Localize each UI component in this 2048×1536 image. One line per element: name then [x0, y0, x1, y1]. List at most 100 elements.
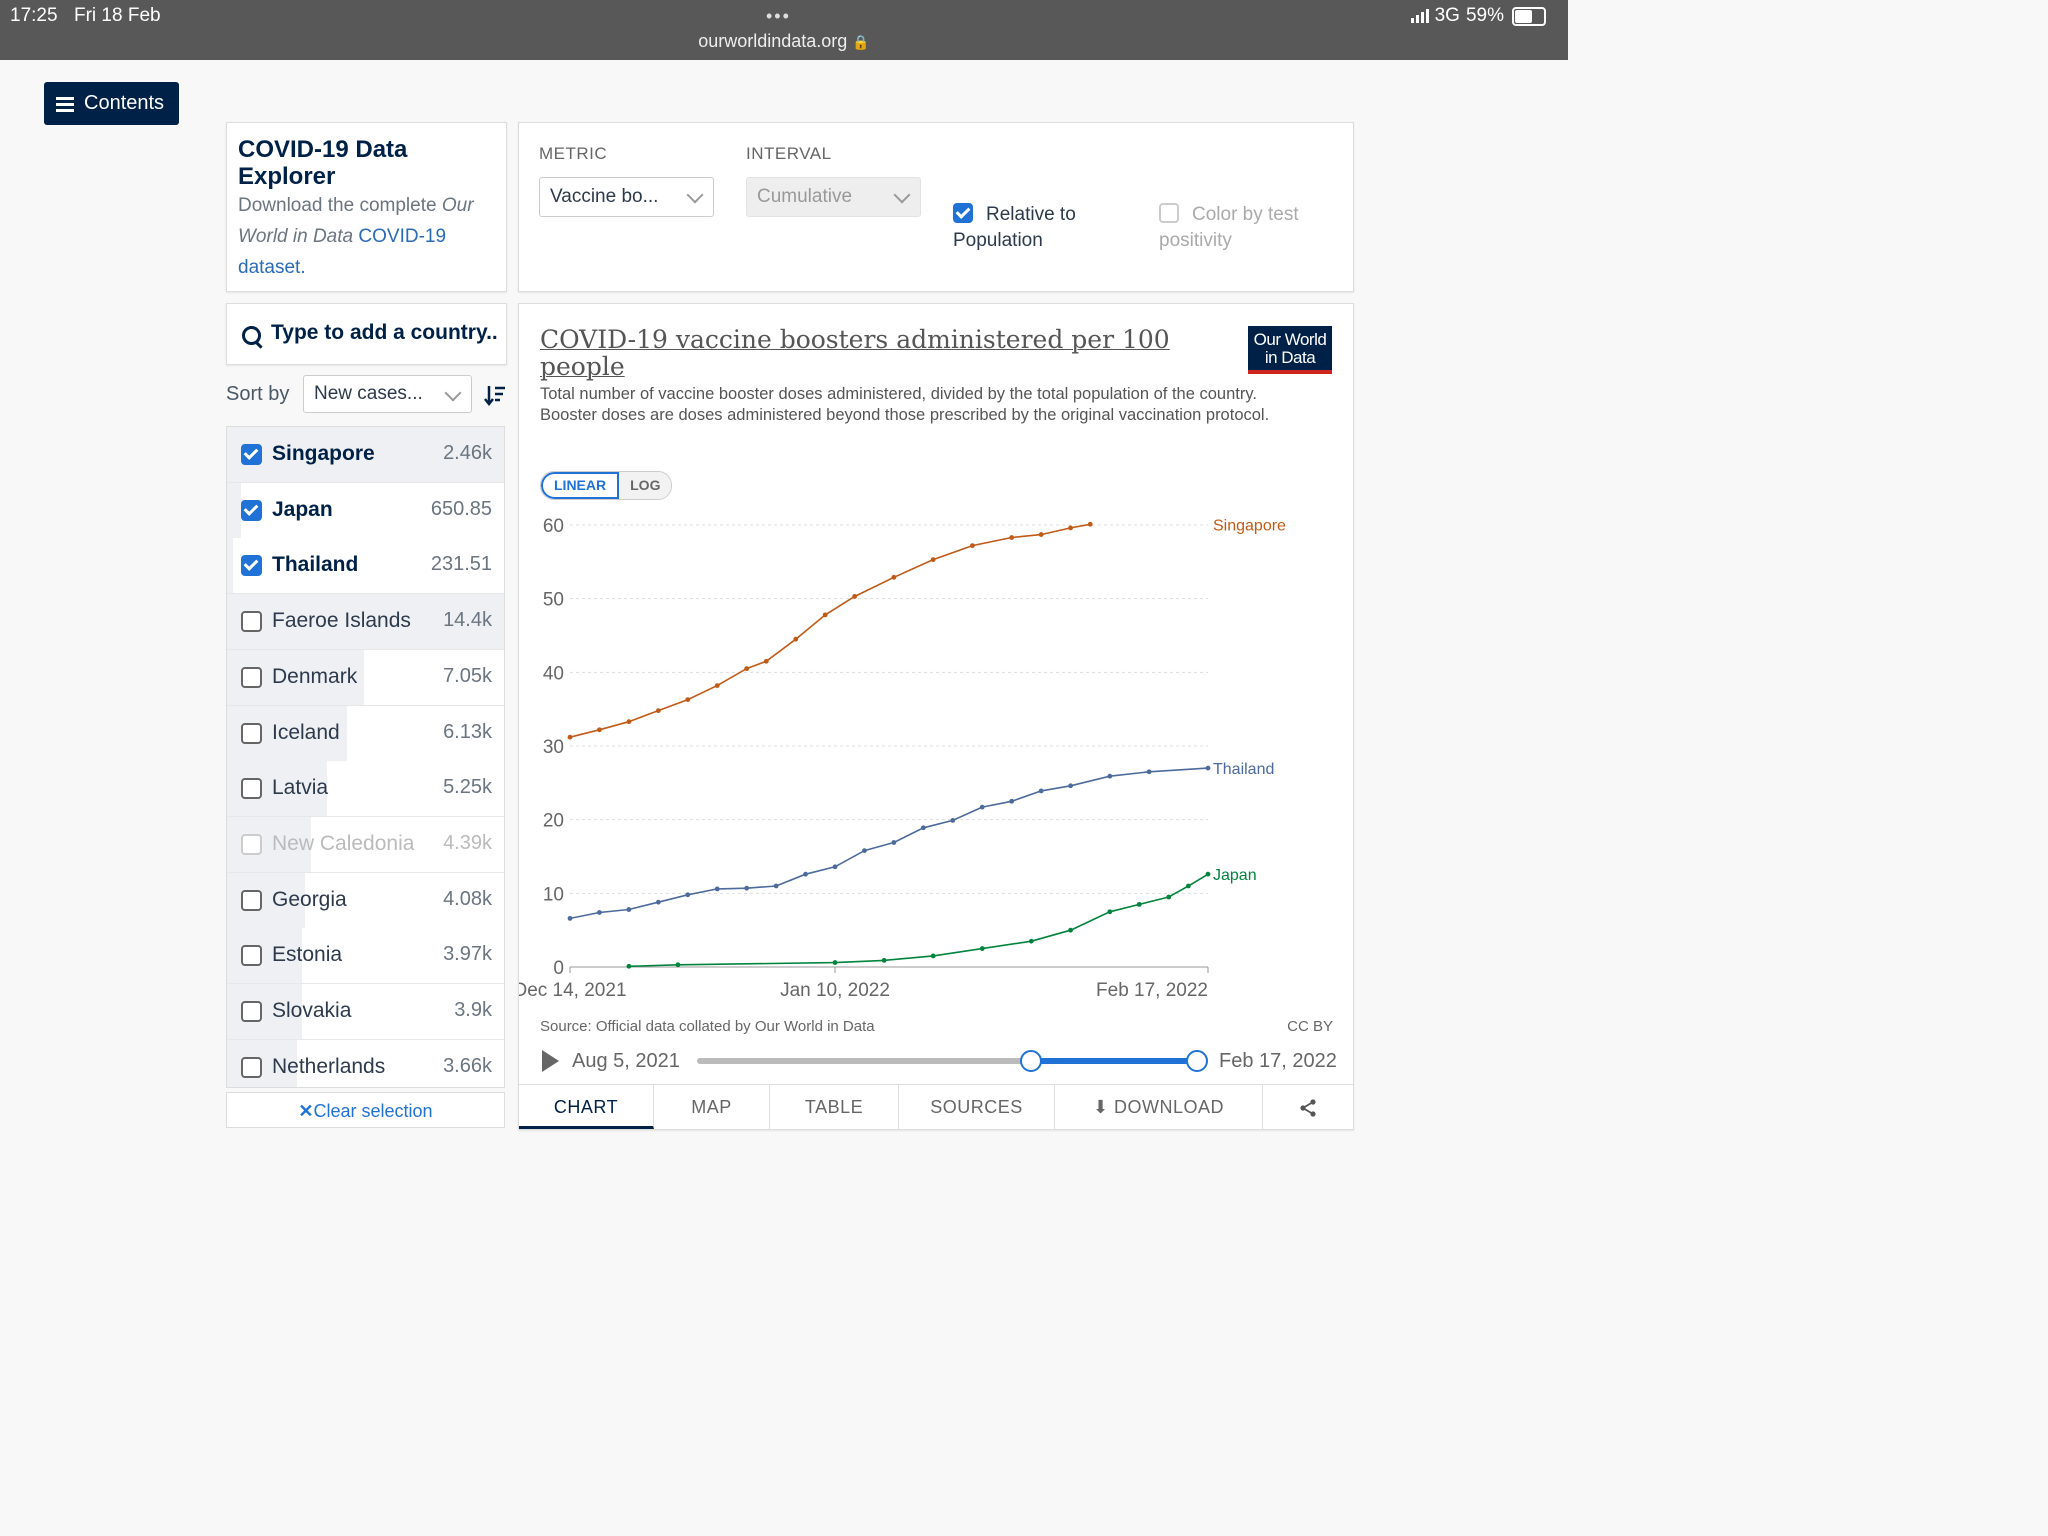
country-list[interactable]: Singapore 2.46k Japan 650.85 Thailand 231.51 F…: [226, 426, 505, 1088]
tab-sources[interactable]: SOURCES: [899, 1085, 1055, 1129]
country-row[interactable]: Latvia 5.25k: [227, 761, 504, 818]
relative-to-population-checkbox[interactable]: [953, 203, 973, 223]
chart-source[interactable]: Source: Official data collated by Our Wo…: [540, 1018, 875, 1035]
data-point: [822, 612, 828, 618]
country-name: Georgia: [272, 887, 347, 911]
close-icon: ✕: [298, 1101, 314, 1121]
country-checkbox[interactable]: [241, 666, 262, 688]
timeline-end-handle[interactable]: [1186, 1050, 1208, 1072]
y-tick-label: 10: [543, 884, 564, 905]
clear-selection-button[interactable]: ✕Clear selection: [226, 1092, 505, 1128]
country-value: 2.46k: [443, 442, 492, 464]
data-point: [920, 825, 926, 831]
y-tick-label: 40: [543, 663, 564, 684]
country-row[interactable]: Faeroe Islands 14.4k: [227, 594, 504, 651]
more-dots-icon[interactable]: •••: [766, 6, 791, 26]
country-row[interactable]: Estonia 3.97k: [227, 928, 504, 985]
interval-select[interactable]: Cumulative: [746, 177, 921, 217]
data-point: [655, 899, 661, 905]
country-checkbox[interactable]: [241, 833, 262, 855]
dataset-link[interactable]: COVID-19 dataset.: [238, 226, 447, 278]
data-point: [1205, 871, 1211, 877]
download-label: DOWNLOAD: [1114, 1097, 1225, 1117]
country-checkbox[interactable]: [241, 778, 262, 800]
country-checkbox[interactable]: [241, 1056, 262, 1078]
country-name: Japan: [272, 497, 333, 521]
data-point: [1166, 894, 1172, 900]
line-chart[interactable]: 0 10 20 30 40 50 60 Dec 14, 2021 Jan 10, 2022 Feb…: [519, 494, 1353, 1014]
country-name: Faeroe Islands: [272, 609, 411, 633]
sort-order-icon[interactable]: [484, 384, 506, 406]
scale-log-button[interactable]: LOG: [619, 472, 672, 499]
country-checkbox[interactable]: [241, 499, 262, 521]
country-value: 6.13k: [443, 720, 492, 743]
country-checkbox[interactable]: [241, 889, 262, 911]
data-point: [832, 864, 838, 870]
country-row[interactable]: Netherlands 3.66k: [227, 1039, 504, 1087]
data-point: [793, 636, 799, 642]
sort-by-label: Sort by: [226, 383, 290, 405]
tab-download[interactable]: ⬇ DOWNLOAD: [1055, 1085, 1263, 1129]
series-label-singapore: Singapore: [1213, 517, 1286, 534]
chart-license[interactable]: CC BY: [1287, 1018, 1333, 1035]
owid-logo[interactable]: Our World in Data: [1248, 326, 1332, 374]
interval-value: Cumulative: [757, 186, 853, 207]
scale-linear-button[interactable]: LINEAR: [541, 472, 620, 499]
controls-card: METRIC Vaccine bo... INTERVAL Cumulative…: [518, 122, 1354, 292]
hamburger-icon: [56, 96, 74, 112]
timeline-slider[interactable]: [697, 1050, 1208, 1072]
country-row[interactable]: Slovakia 3.9k: [227, 984, 504, 1040]
chevron-down-icon: [893, 186, 911, 204]
timeline-selected-range: [1031, 1058, 1197, 1064]
battery-icon: [1512, 6, 1546, 26]
series-label-thailand: Thailand: [1213, 761, 1274, 778]
country-name: Estonia: [272, 943, 343, 967]
country-checkbox[interactable]: [241, 1001, 262, 1022]
data-point: [1107, 773, 1113, 779]
country-value: 7.05k: [443, 664, 492, 687]
metric-select[interactable]: Vaccine bo...: [539, 177, 714, 217]
clear-selection-label: Clear selection: [313, 1101, 433, 1121]
tab-table[interactable]: TABLE: [770, 1085, 899, 1129]
country-row[interactable]: Japan 650.85: [227, 482, 504, 539]
chart-title[interactable]: COVID-19 vaccine boosters administered p…: [540, 325, 1170, 381]
data-point: [881, 957, 887, 963]
country-row[interactable]: Singapore 2.46k: [227, 427, 504, 483]
download-icon: ⬇: [1092, 1097, 1109, 1117]
chevron-down-icon: [686, 186, 704, 204]
country-checkbox[interactable]: [241, 611, 262, 633]
color-by-test-positivity-checkbox[interactable]: [1159, 203, 1179, 223]
data-point: [803, 871, 808, 877]
country-value: 5.25k: [443, 776, 492, 799]
country-row[interactable]: New Caledonia 4.39k: [227, 816, 504, 873]
data-point: [744, 666, 750, 672]
country-name: Denmark: [272, 664, 358, 688]
country-row[interactable]: Denmark 7.05k: [227, 649, 504, 706]
country-row[interactable]: Georgia 4.08k: [227, 872, 504, 929]
country-name: Slovakia: [272, 999, 352, 1022]
country-search-box[interactable]: Type to add a country..: [226, 303, 507, 365]
share-button[interactable]: [1263, 1085, 1353, 1129]
status-time: 17:25: [10, 5, 58, 26]
x-tick-label: Jan 10, 2022: [780, 980, 890, 1001]
color-by-test-positivity-label: Color by test positivity: [1159, 204, 1299, 251]
timeline-start-handle[interactable]: [1020, 1050, 1042, 1072]
data-point: [852, 594, 858, 599]
explorer-description: Download the complete Our World in Data …: [238, 190, 503, 283]
address-bar[interactable]: ourworldindata.org 🔒: [0, 31, 1568, 52]
country-checkbox[interactable]: [241, 444, 262, 465]
country-value: 3.97k: [443, 943, 492, 966]
country-checkbox[interactable]: [241, 945, 262, 967]
contents-button[interactable]: Contents: [44, 82, 179, 125]
country-checkbox[interactable]: [241, 722, 262, 744]
country-value: 14.4k: [443, 609, 492, 632]
country-row[interactable]: Thailand 231.51: [227, 538, 504, 595]
tab-map[interactable]: MAP: [654, 1085, 770, 1129]
sort-select[interactable]: New cases...: [303, 375, 472, 413]
scale-toggle[interactable]: LINEAR LOG: [540, 471, 673, 500]
y-tick-label: 20: [543, 811, 564, 832]
tab-chart[interactable]: CHART: [519, 1085, 654, 1129]
play-icon[interactable]: [542, 1050, 559, 1072]
country-checkbox[interactable]: [241, 555, 262, 577]
country-row[interactable]: Iceland 6.13k: [227, 705, 504, 762]
